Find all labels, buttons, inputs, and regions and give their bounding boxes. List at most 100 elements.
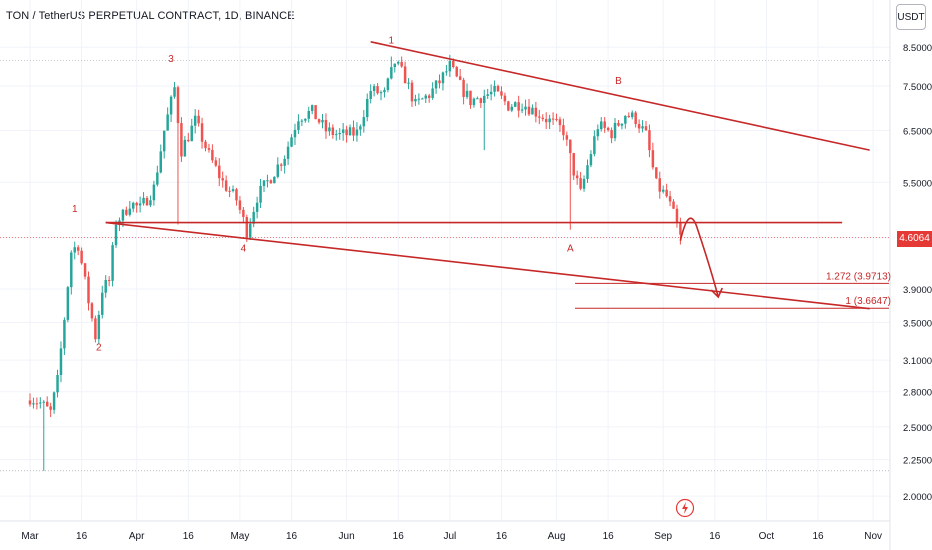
candle	[242, 207, 245, 223]
candle-body	[242, 209, 245, 218]
candle	[83, 262, 87, 280]
candle-body	[372, 86, 376, 92]
candle-body	[183, 139, 187, 157]
currency-button[interactable]: USDT	[896, 4, 926, 30]
candle	[469, 90, 472, 109]
candle-body	[87, 276, 90, 304]
candle-body	[445, 71, 448, 73]
candle-body	[83, 263, 87, 277]
candle-body	[500, 91, 503, 96]
price-axis[interactable]: 8.50007.50006.50005.50004.60003.90003.50…	[903, 43, 932, 503]
candle-body	[35, 403, 39, 405]
candle-body	[341, 129, 345, 133]
candle	[672, 199, 675, 209]
candle-body	[431, 88, 434, 98]
price-tick-label: 3.1000	[903, 356, 932, 367]
candle	[107, 276, 111, 287]
candle	[483, 89, 486, 151]
candle	[252, 206, 255, 228]
candle	[255, 196, 259, 219]
candle	[259, 178, 262, 209]
candle-body	[403, 66, 407, 84]
price-tick-label: 2.8000	[903, 388, 932, 399]
candle-body	[266, 180, 269, 182]
candle-body	[39, 402, 42, 404]
candle	[335, 129, 338, 141]
candle-body	[304, 118, 307, 121]
time-tick-label: Apr	[129, 531, 145, 542]
candle	[35, 397, 39, 410]
price-tick-label: 2.5000	[903, 423, 932, 434]
candle-body	[142, 197, 145, 204]
candle	[32, 397, 35, 409]
candle-body	[76, 247, 80, 251]
candle-body	[555, 118, 558, 120]
candle	[613, 118, 617, 142]
candle	[376, 83, 379, 95]
lightning-bolt-icon[interactable]	[675, 498, 695, 518]
candle-body	[70, 252, 73, 288]
candle-body	[424, 95, 427, 99]
candle	[207, 143, 211, 153]
candle-body	[317, 119, 321, 123]
candle	[410, 80, 414, 107]
candle	[104, 275, 107, 298]
candle	[441, 71, 445, 91]
candle-body	[396, 61, 400, 64]
candle	[101, 285, 104, 319]
time-tick-label: 16	[603, 531, 615, 542]
candle-body	[214, 160, 218, 166]
candle-body	[245, 217, 249, 238]
candle	[393, 63, 397, 73]
price-tick-label: 3.9000	[903, 285, 932, 296]
candle-body	[407, 82, 410, 84]
time-tick-label: Mar	[21, 531, 39, 542]
candle-body	[513, 102, 517, 107]
candle	[52, 391, 56, 414]
candle	[87, 271, 90, 311]
candle-body	[665, 189, 668, 197]
candle	[503, 92, 507, 106]
candle	[630, 110, 634, 120]
price-tick-label: 2.0000	[903, 492, 932, 503]
candle-body	[606, 127, 610, 131]
candle	[152, 180, 156, 206]
candle-body	[386, 78, 390, 90]
candle-body	[101, 292, 104, 315]
candle-body	[138, 203, 142, 206]
candle	[94, 315, 97, 343]
candle-body	[496, 85, 500, 92]
candle	[476, 96, 479, 100]
candle	[458, 69, 462, 81]
candle	[56, 369, 59, 398]
drawing-tools: 1.272 (3.9713) 1 (3.6647) 1 2 3 4 1 A B	[72, 36, 891, 354]
candle-body	[603, 121, 606, 128]
candle	[145, 196, 149, 206]
candle	[421, 97, 424, 100]
candle-body	[97, 314, 101, 340]
time-axis[interactable]: Mar 16 Apr 16 May 16 Jun 16 Jul 16 Aug 16 Sep 16 Oct 16…	[21, 531, 882, 542]
candle	[558, 116, 562, 132]
candle	[565, 131, 569, 146]
candle	[661, 185, 665, 194]
candle	[114, 220, 118, 248]
candle-body	[620, 123, 624, 126]
candle-body	[348, 127, 352, 136]
candle	[266, 174, 269, 188]
candle	[617, 119, 620, 127]
candle-body	[156, 172, 159, 185]
candle-body	[193, 115, 197, 126]
grid-lines	[0, 0, 891, 550]
candle-body	[369, 91, 372, 99]
time-tick-label: 16	[393, 531, 405, 542]
candle	[159, 144, 163, 174]
time-tick-label: Jun	[339, 531, 355, 542]
time-tick-label: Jul	[443, 531, 456, 542]
candle	[517, 95, 520, 118]
candle	[111, 242, 114, 287]
candle-body	[228, 190, 231, 192]
candle-body	[414, 98, 417, 102]
candle	[513, 101, 517, 108]
candle-body	[338, 132, 341, 135]
